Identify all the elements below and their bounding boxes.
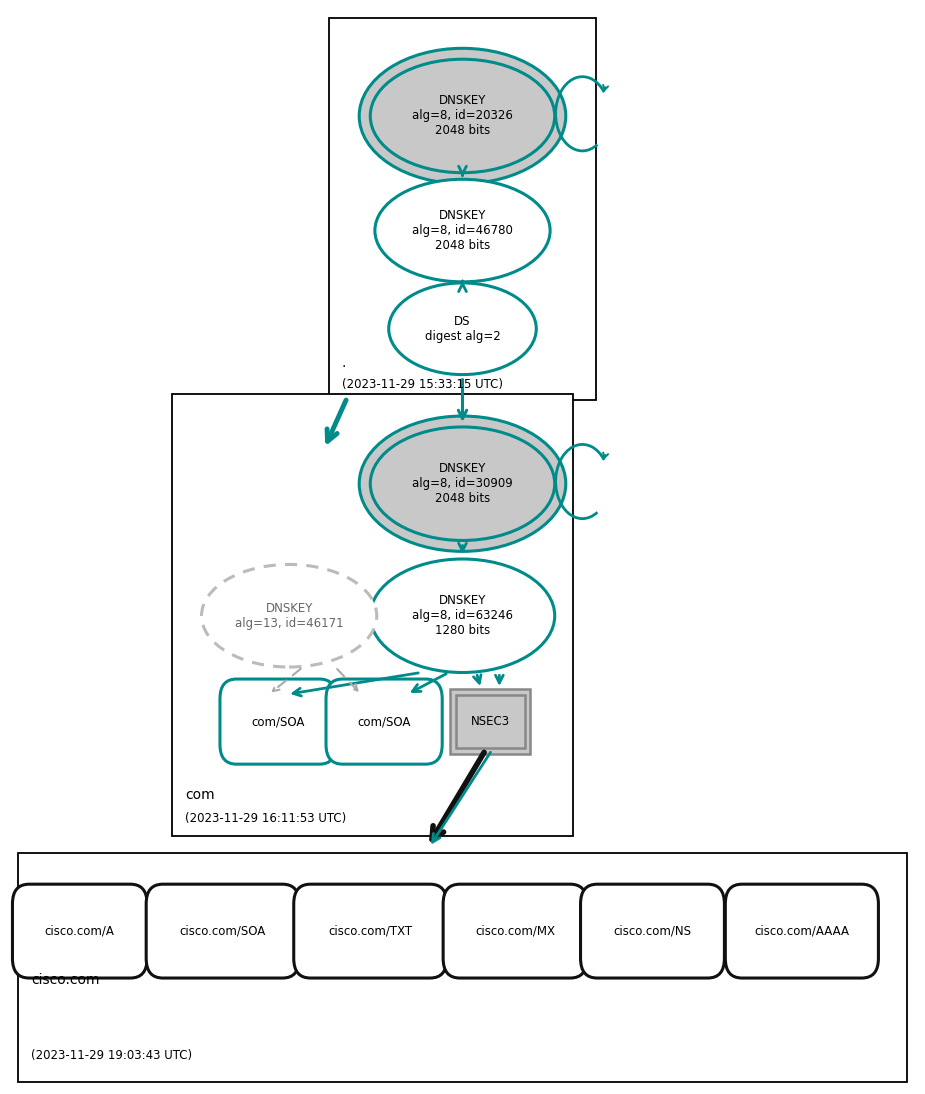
Bar (172, 394, 574, 836)
FancyBboxPatch shape (220, 679, 336, 764)
Text: cisco.com/AAAA: cisco.com/AAAA (755, 924, 849, 938)
Text: (2023-11-29 16:11:53 UTC): (2023-11-29 16:11:53 UTC) (185, 812, 346, 825)
Ellipse shape (202, 565, 376, 667)
Text: DNSKEY
alg=8, id=20326
2048 bits: DNSKEY alg=8, id=20326 2048 bits (412, 94, 513, 138)
FancyBboxPatch shape (12, 884, 147, 978)
Bar (450, 689, 530, 755)
Text: DNSKEY
alg=8, id=30909
2048 bits: DNSKEY alg=8, id=30909 2048 bits (413, 462, 512, 505)
Bar (456, 696, 524, 748)
Text: (2023-11-29 15:33:15 UTC): (2023-11-29 15:33:15 UTC) (341, 377, 502, 391)
Ellipse shape (370, 559, 555, 673)
Text: cisco.com/TXT: cisco.com/TXT (328, 924, 413, 938)
Text: DNSKEY
alg=13, id=46171: DNSKEY alg=13, id=46171 (235, 602, 343, 630)
Text: com: com (185, 788, 215, 802)
Text: NSEC3: NSEC3 (471, 715, 510, 729)
Text: cisco.com/NS: cisco.com/NS (613, 924, 692, 938)
Text: com/SOA: com/SOA (357, 715, 411, 729)
Text: cisco.com/MX: cisco.com/MX (475, 924, 555, 938)
FancyBboxPatch shape (443, 884, 587, 978)
Text: .: . (341, 356, 346, 370)
Ellipse shape (359, 416, 566, 551)
Ellipse shape (388, 283, 536, 374)
FancyBboxPatch shape (326, 679, 442, 764)
Text: (2023-11-29 19:03:43 UTC): (2023-11-29 19:03:43 UTC) (31, 1049, 192, 1062)
FancyBboxPatch shape (294, 884, 447, 978)
FancyBboxPatch shape (146, 884, 300, 978)
Ellipse shape (370, 59, 555, 173)
Text: cisco.com/A: cisco.com/A (44, 924, 115, 938)
FancyBboxPatch shape (581, 884, 724, 978)
Ellipse shape (359, 48, 566, 184)
Text: cisco.com/SOA: cisco.com/SOA (179, 924, 265, 938)
Bar (328, 18, 597, 399)
Text: com/SOA: com/SOA (252, 715, 304, 729)
Bar (18, 852, 907, 1082)
Ellipse shape (375, 179, 550, 282)
FancyBboxPatch shape (725, 884, 879, 978)
Text: DS
digest alg=2: DS digest alg=2 (425, 315, 500, 342)
Ellipse shape (370, 427, 555, 540)
Text: DNSKEY
alg=8, id=46780
2048 bits: DNSKEY alg=8, id=46780 2048 bits (412, 209, 513, 252)
Text: DNSKEY
alg=8, id=63246
1280 bits: DNSKEY alg=8, id=63246 1280 bits (412, 594, 513, 637)
Text: cisco.com: cisco.com (31, 973, 99, 987)
